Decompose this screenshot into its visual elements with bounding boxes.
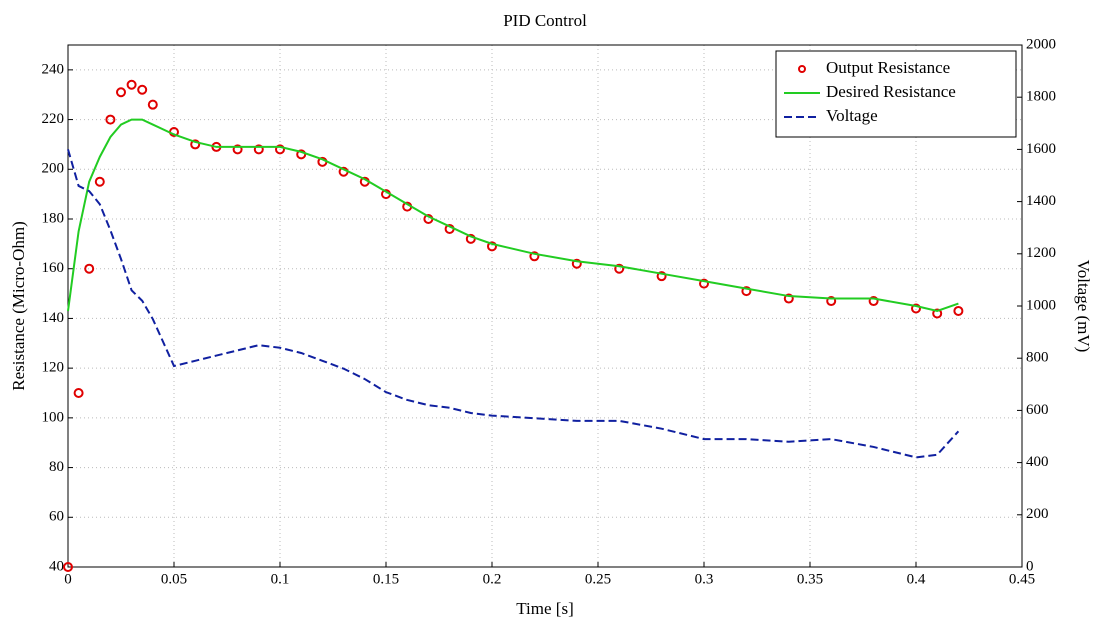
data-point (826, 296, 837, 307)
data-point (147, 99, 158, 110)
x-tick-label: 0.45 (1009, 571, 1035, 587)
y2-tick-label: 2000 (1026, 36, 1056, 52)
data-point (84, 263, 95, 274)
x-axis-label: Time [s] (516, 599, 573, 618)
data-point (911, 303, 921, 314)
y-tick-label: 240 (42, 61, 65, 77)
series-line (67, 149, 960, 459)
x-tick-label: 0.3 (695, 571, 714, 587)
data-point (783, 293, 794, 304)
x-tick-label: 0 (64, 571, 72, 587)
data-point (741, 286, 752, 297)
y-tick-label: 80 (49, 459, 64, 475)
data-point (953, 305, 964, 316)
data-point (190, 139, 201, 150)
y2-tick-label: 400 (1026, 454, 1049, 470)
legend-label: Desired Resistance (826, 82, 956, 101)
data-point (63, 562, 73, 572)
y-tick-label: 40 (49, 558, 64, 574)
legend-symbol (798, 65, 806, 73)
data-point (73, 388, 84, 398)
data-point (275, 144, 285, 155)
y2-tick-label: 800 (1026, 350, 1049, 366)
x-tick-label: 0.4 (907, 571, 926, 587)
data-point (116, 87, 126, 98)
data-point (253, 144, 264, 155)
x-tick-label: 0.25 (585, 571, 611, 587)
legend-label: Output Resistance (826, 58, 950, 77)
y2-tick-label: 1200 (1026, 245, 1056, 261)
y-tick-label: 220 (42, 111, 65, 127)
y2-tick-label: 1800 (1026, 89, 1056, 105)
x-tick-label: 0.35 (797, 571, 823, 587)
data-point (868, 296, 879, 307)
y2-axis-label: Voltage (mV) (1074, 260, 1093, 353)
y2-tick-label: 0 (1026, 558, 1034, 574)
data-point (614, 263, 625, 274)
y-tick-label: 180 (42, 210, 65, 226)
data-point (137, 84, 148, 95)
data-point (529, 251, 540, 262)
data-point (126, 79, 137, 90)
data-point (699, 278, 709, 289)
data-point (296, 149, 307, 160)
data-point (487, 241, 497, 252)
y-tick-label: 200 (42, 161, 65, 177)
y-tick-label: 60 (49, 509, 64, 525)
series-line (67, 118, 959, 313)
chart-title: PID Control (503, 11, 587, 30)
y-tick-label: 140 (42, 310, 65, 326)
data-point (94, 176, 105, 187)
y2-tick-label: 200 (1026, 506, 1049, 522)
legend-label: Voltage (826, 106, 878, 125)
data-point (232, 144, 243, 155)
y2-tick-label: 1600 (1026, 141, 1056, 157)
y-tick-label: 160 (42, 260, 65, 276)
y2-tick-label: 600 (1026, 402, 1049, 418)
data-point (465, 233, 476, 244)
x-tick-label: 0.1 (271, 571, 290, 587)
y2-tick-label: 1400 (1026, 193, 1056, 209)
y2-tick-label: 1000 (1026, 297, 1056, 313)
data-point (932, 308, 943, 319)
data-point (656, 271, 667, 282)
data-point (105, 114, 116, 125)
x-tick-label: 0.15 (373, 571, 399, 587)
y-axis-label: Resistance (Micro-Ohm) (9, 221, 28, 390)
y-tick-label: 100 (42, 409, 65, 425)
y-tick-label: 120 (42, 360, 65, 376)
x-tick-label: 0.05 (161, 571, 187, 587)
x-tick-label: 0.2 (483, 571, 502, 587)
data-point (571, 258, 582, 269)
